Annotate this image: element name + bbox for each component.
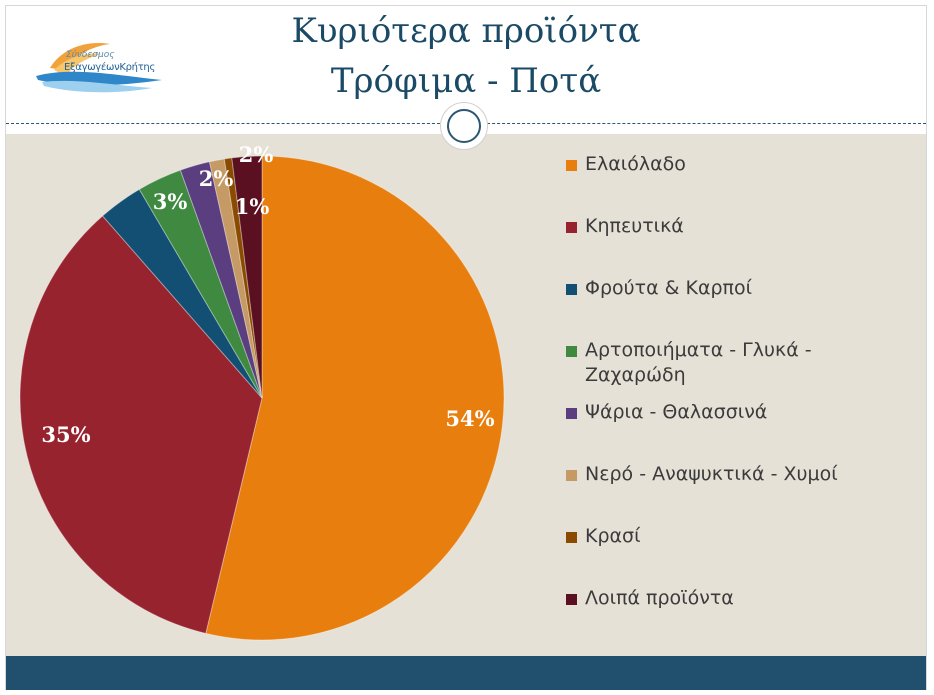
slide-title-line1: Κυριότερα προϊόντα	[291, 11, 641, 51]
slide-title-line2: Τρόφιμα - Ποτά	[330, 61, 602, 101]
pie-data-label-0: 54%	[445, 406, 494, 431]
pie-slice-4	[179, 161, 263, 399]
legend-item-2: Φρούτα & Καρποί	[566, 276, 906, 301]
legend-label-2: Φρούτα & Καρποί	[585, 277, 753, 299]
logo-swoosh-icon	[36, 43, 162, 93]
pie-slice-2	[101, 188, 263, 399]
pie-slice-0	[205, 155, 505, 641]
logo-text-line2: ΕξαγωγέωνΚρήτης	[64, 62, 156, 73]
pie-slice-5	[208, 158, 263, 399]
legend-swatch-0	[566, 160, 577, 171]
legend-label-3: Αρτοποιήματα - Γλυκά - Ζαχαρώδη	[585, 339, 812, 386]
legend-label-4: Ψάρια - Θαλασσινά	[585, 401, 768, 423]
legend-swatch-5	[566, 470, 577, 481]
legend-swatch-1	[566, 222, 577, 233]
pie-slice-1	[19, 215, 263, 634]
legend-item-1: Κηπευτικά	[566, 214, 906, 239]
legend-item-7: Λοιπά προϊόντα	[566, 586, 906, 611]
pie-slice-7	[231, 155, 263, 399]
logo-text-line1: Σύνδεσμος	[66, 50, 115, 60]
legend-item-5: Νερό - Αναψυκτικά - Χυμοί	[566, 462, 906, 487]
divider-ring-ornament	[440, 102, 488, 150]
legend-item-4: Ψάρια - Θαλασσινά	[566, 400, 906, 425]
legend-swatch-6	[566, 532, 577, 543]
pie-data-label-2: 3%	[153, 189, 188, 214]
legend-swatch-3	[566, 346, 577, 357]
pie-data-label-4: 2%	[199, 166, 234, 191]
pie-data-label-7: 2%	[239, 142, 274, 167]
legend-item-0: Ελαιόλαδο	[566, 152, 906, 177]
legend-item-6: Κρασί	[566, 524, 906, 549]
legend-swatch-4	[566, 408, 577, 419]
pie-slice-6	[223, 157, 263, 399]
logo	[32, 36, 207, 104]
pie-data-label-6: 1%	[235, 194, 270, 219]
ring-ornament-inner	[447, 109, 481, 143]
legend-item-3: Αρτοποιήματα - Γλυκά - Ζαχαρώδη	[566, 338, 906, 388]
legend-label-1: Κηπευτικά	[585, 215, 684, 237]
legend-label-0: Ελαιόλαδο	[585, 153, 686, 175]
legend-label-5: Νερό - Αναψυκτικά - Χυμοί	[585, 463, 838, 485]
legend-label-6: Κρασί	[585, 525, 641, 547]
legend-swatch-7	[566, 594, 577, 605]
legend-swatch-2	[566, 284, 577, 295]
legend-label-7: Λοιπά προϊόντα	[585, 587, 734, 609]
pie-slice-3	[138, 169, 263, 399]
pie-data-label-1: 35%	[41, 422, 90, 447]
slide-footer-bar	[6, 656, 926, 690]
